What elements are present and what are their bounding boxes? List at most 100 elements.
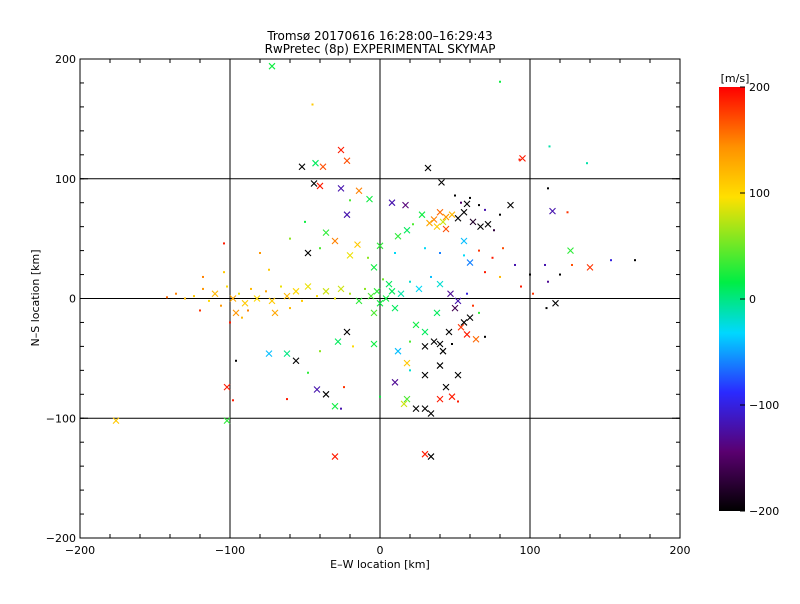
data-point-x [552,299,559,307]
colorbar-tick-label: 0 [749,293,756,306]
data-point-dot [319,350,321,353]
data-point-x [394,232,402,240]
data-point-x [426,219,433,227]
data-point-dot [451,343,453,346]
data-point-x [312,159,319,167]
data-point-dot [226,285,228,288]
data-point-dot [379,395,381,398]
data-point-dot [223,271,225,274]
data-point-x [322,287,330,295]
data-point-x [376,242,384,250]
data-point-x [283,350,291,357]
data-point-x [439,218,447,226]
data-point-dot [478,204,480,207]
data-point-dot [491,256,494,259]
data-point-x [319,163,327,171]
data-point-dot [547,187,549,190]
data-point-x [337,285,345,293]
data-point-dot [166,296,168,299]
data-point-x [454,297,462,305]
data-point-dot [518,158,521,161]
data-point-x [370,340,378,348]
data-point-dot [499,275,501,278]
data-point-dot [520,285,522,288]
data-point-dot [289,307,291,310]
data-point-dot [184,297,186,300]
data-point-x [370,263,378,271]
data-point-x [229,295,237,302]
data-point-x [403,226,411,234]
chart-subtitle: RwPretec (8p) EXPERIMENTAL SKYMAP [265,42,496,56]
data-point-x [421,405,429,413]
data-point-x [292,287,300,295]
data-point-x [223,417,231,425]
data-point-dot [566,211,569,214]
x-axis-label: E–W location [km] [330,558,430,571]
colorbar-tick-label: 200 [749,81,770,94]
data-point-x [436,340,444,348]
data-point-x [466,314,474,322]
data-point-x [388,199,396,207]
data-point-dot [409,340,411,343]
data-point-x [391,304,399,312]
y-tick-label: 100 [55,173,76,186]
data-point-dot [304,220,306,223]
data-point-x [334,338,342,345]
data-point-dot [547,280,549,283]
data-point-x [331,237,339,245]
data-point-dot [545,307,548,310]
data-point-dot [514,263,516,266]
data-point-x [436,362,444,369]
data-point-x [442,225,450,233]
data-point-dot [241,316,243,319]
data-point-x [298,163,306,171]
data-point-dot [493,229,495,232]
colorbar-ticks: 200 100 0 −100 −200 [740,81,779,518]
data-point-x [343,328,351,336]
data-point-dot [532,292,534,295]
data-point-x [430,338,438,345]
data-point-x [421,450,429,458]
data-point-x [469,218,477,226]
data-point-dot [460,201,462,204]
data-point-x [337,146,345,154]
data-point-dot [343,386,345,389]
y-axis-ticks: −200 −100 0 100 200 [46,53,680,545]
data-point-x [253,295,261,302]
data-point-x [268,62,276,70]
data-point-x [472,335,480,343]
data-point-dot [232,399,234,402]
data-point-x [454,214,462,222]
data-point-dot [454,194,456,197]
data-point-x [412,321,420,329]
data-point-dot [478,311,480,314]
data-point-dot [586,162,588,165]
data-point-x [402,201,409,209]
data-point-x [442,383,450,391]
data-point-dot [466,292,468,295]
x-tick-label: −100 [215,544,245,557]
data-point-x [412,405,420,413]
data-point-dot [457,400,459,403]
data-point-dot [352,345,354,348]
data-point-dot [199,309,201,312]
data-point-dot [463,254,465,257]
data-point-x [400,400,408,408]
data-point-x [549,207,556,215]
data-point-x [448,393,456,401]
data-point-x [418,211,426,219]
data-point-x [460,319,468,326]
data-point-dot [544,263,546,266]
data-point-dot [334,297,336,300]
data-point-x [385,280,393,288]
data-point-dot [235,359,237,362]
data-point-x [424,164,432,172]
data-point-x [436,280,444,288]
data-point-dot [394,251,396,254]
data-point-x [322,229,330,237]
data-point-dot [229,321,231,324]
data-point-x [436,208,444,216]
data-point-x [211,290,219,298]
data-point-x [430,216,438,223]
